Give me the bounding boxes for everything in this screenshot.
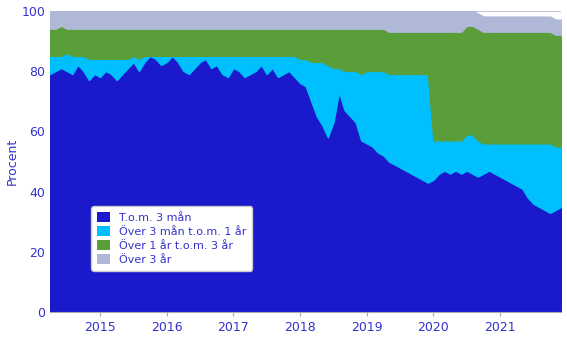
Y-axis label: Procent: Procent [6,138,19,185]
Legend: T.o.m. 3 mån, Över 3 mån t.o.m. 1 år, Över 1 år t.o.m. 3 år, Över 3 år: T.o.m. 3 mån, Över 3 mån t.o.m. 1 år, Öv… [91,206,252,271]
